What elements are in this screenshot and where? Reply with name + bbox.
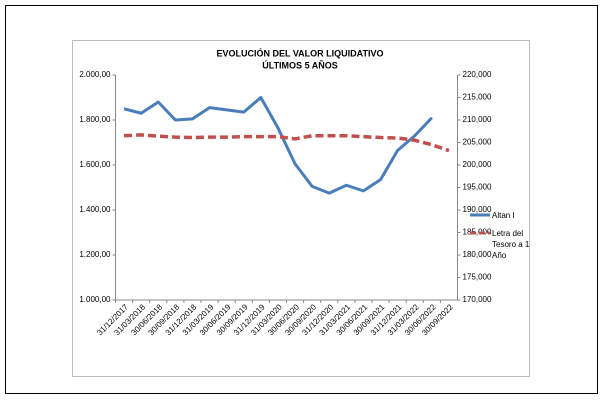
y2-tick-label: 200,000: [463, 160, 492, 169]
y2-tick-label: 205,000: [463, 138, 492, 147]
y2-tick-label: 190,000: [463, 205, 492, 214]
legend-entry: Letra del Tesoro a 1 Año: [492, 229, 530, 260]
legend: Letra del Tesoro a 1 Año: [492, 228, 544, 261]
y-tick-label: 2.000,00: [79, 70, 111, 79]
y2-tick-label: 185,000: [463, 228, 492, 237]
y2-tick-label: 195,000: [463, 183, 492, 192]
y-tick-label: 1.000,00: [79, 295, 111, 304]
y-tick-label: 1.400,00: [79, 205, 111, 214]
chart-subtitle: ÚLTIMOS 5 AÑOS: [262, 59, 338, 70]
chart-frame: [72, 40, 530, 377]
series-line: [123, 96, 433, 195]
chart-title: EVOLUCIÓN DEL VALOR LIQUIDATIVO: [216, 47, 383, 58]
y-tick-label: 1.600,00: [79, 160, 111, 169]
legend-entry: Altan I: [492, 211, 515, 220]
legend: Altan I: [492, 210, 544, 221]
y2-tick-label: 215,000: [463, 93, 492, 102]
series-line: [123, 133, 450, 153]
y2-tick-label: 175,000: [463, 273, 492, 282]
y-tick-label: 1.200,00: [79, 250, 111, 259]
y2-tick-label: 170,000: [463, 295, 492, 304]
y-tick-label: 1.800,00: [79, 115, 111, 124]
y2-tick-label: 210,000: [463, 115, 492, 124]
y2-tick-label: 180,000: [463, 250, 492, 259]
y2-tick-label: 220,000: [463, 70, 492, 79]
